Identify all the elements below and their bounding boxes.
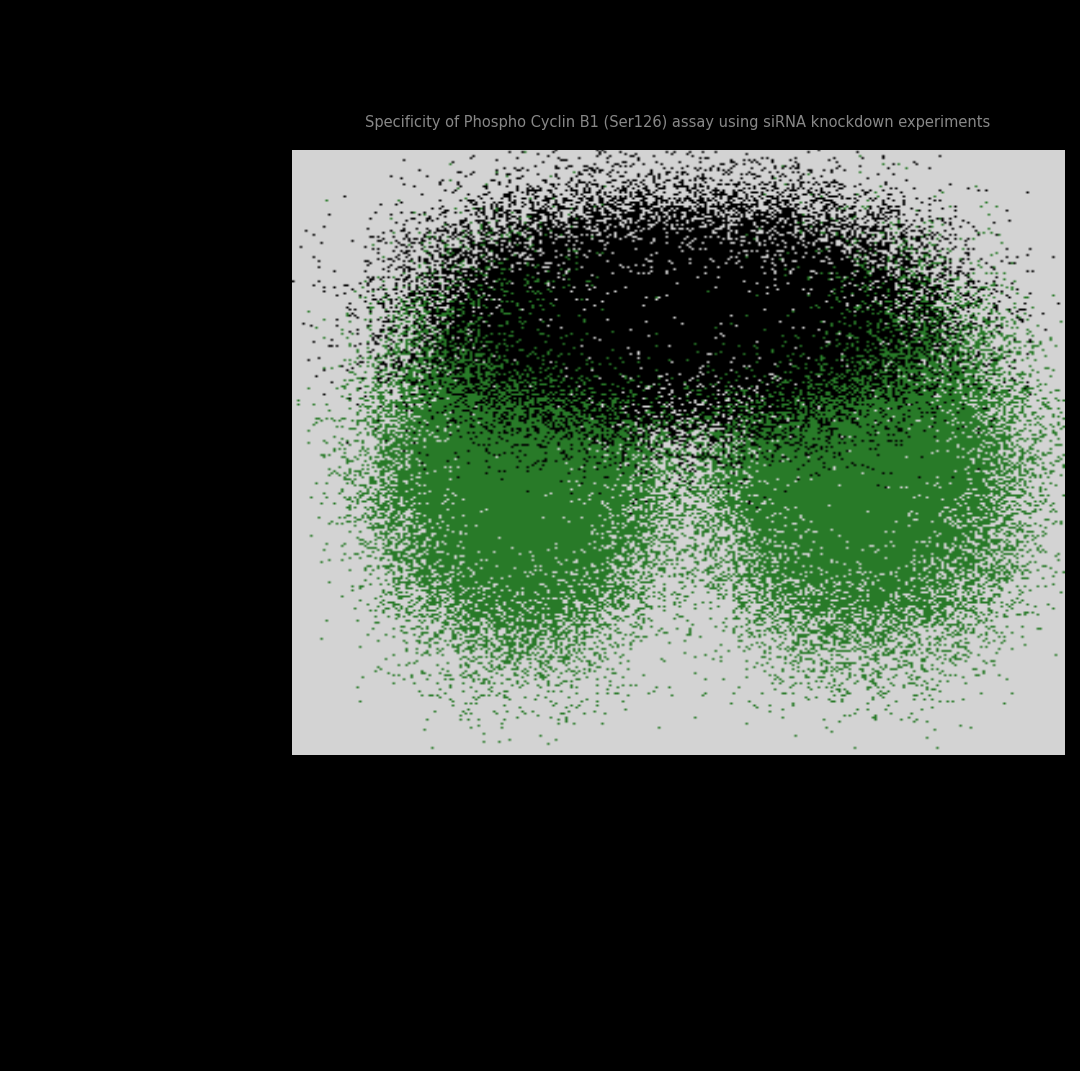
Text: Specificity of Phospho Cyclin B1 (Ser126) assay using siRNA knockdown experiment: Specificity of Phospho Cyclin B1 (Ser126…: [365, 115, 989, 130]
